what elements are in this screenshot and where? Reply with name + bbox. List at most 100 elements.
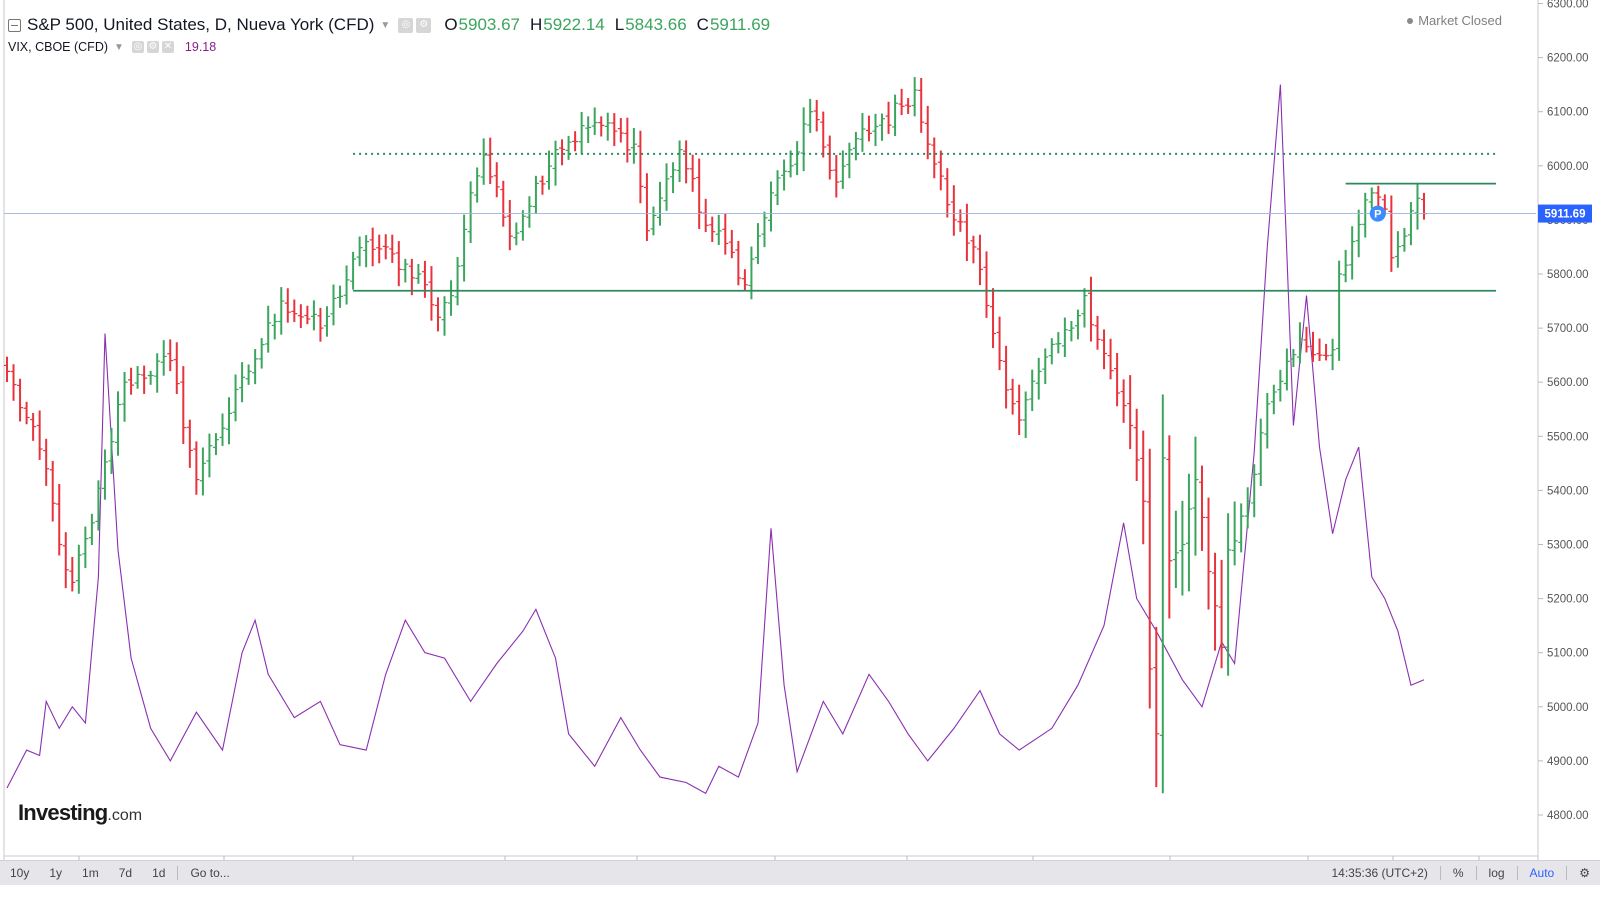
range-7d-button[interactable]: 7d <box>118 866 133 880</box>
candle <box>62 532 69 589</box>
eye-icon[interactable]: ◎ <box>131 41 144 53</box>
candle <box>1362 192 1369 238</box>
y-tick-label: 5600.00 <box>1547 377 1589 389</box>
candle <box>1394 231 1401 268</box>
close-label: C <box>696 15 709 34</box>
gear-icon[interactable]: ⚙ <box>416 17 432 33</box>
candle <box>219 413 226 446</box>
chevron-down-icon[interactable]: ▼ <box>380 19 391 31</box>
candle <box>506 200 513 251</box>
candle <box>1009 378 1016 415</box>
candle <box>1323 343 1330 361</box>
candle <box>741 269 748 292</box>
candle <box>493 162 500 198</box>
candle <box>1414 182 1421 230</box>
goto-button[interactable]: Go to... <box>190 866 230 880</box>
vix-title[interactable]: VIX, CBOE (CFD) <box>8 40 109 54</box>
open-value: 5903.67 <box>458 15 520 34</box>
candle <box>807 98 814 133</box>
candle <box>487 137 494 185</box>
candle <box>852 131 859 161</box>
market-status: Market Closed <box>1407 13 1502 28</box>
candle <box>585 116 592 144</box>
y-axis: 4800.00 4900.00 5000.00 5100.00 5200.00 5300.… <box>1538 0 1589 822</box>
toolbar-divider <box>1475 866 1477 880</box>
candle <box>49 460 56 522</box>
candle <box>826 135 833 180</box>
candle <box>389 234 396 263</box>
p-marker-icon <box>1369 205 1386 222</box>
gear-icon[interactable]: ⚙ <box>146 41 159 53</box>
y-tick-label: 6000.00 <box>1547 161 1589 173</box>
candle <box>448 280 455 316</box>
candle <box>1022 391 1029 438</box>
symbol-title[interactable]: S&P 500, United States, D, Nueva York (C… <box>27 15 375 34</box>
range-1d-button[interactable]: 1d <box>152 866 166 880</box>
candle <box>480 138 487 185</box>
settings-gear-icon[interactable]: ⚙ <box>1579 866 1590 880</box>
candle <box>630 128 637 164</box>
close-icon[interactable]: ✕ <box>161 41 174 53</box>
candle <box>115 391 122 456</box>
candle <box>611 113 618 147</box>
y-tick-label: 4900.00 <box>1547 756 1589 768</box>
chevron-down-icon[interactable]: ▼ <box>114 41 124 53</box>
eye-icon[interactable]: ◎ <box>398 17 414 33</box>
candle <box>141 365 148 394</box>
candle <box>121 371 128 422</box>
close-value: 5911.69 <box>709 15 771 34</box>
candle <box>454 256 461 306</box>
high-label: H <box>530 15 543 34</box>
time-display[interactable]: 14:35:36 (UTC+2) <box>1331 866 1428 880</box>
candle <box>539 175 546 195</box>
percent-toggle[interactable]: % <box>1452 866 1464 880</box>
candle <box>376 234 383 264</box>
candle <box>226 397 233 445</box>
candle <box>911 77 918 117</box>
range-1m-button[interactable]: 1m <box>82 866 99 880</box>
candle <box>604 112 611 141</box>
candle <box>676 140 683 183</box>
candle <box>683 140 690 184</box>
candle <box>128 367 135 395</box>
candle <box>1055 332 1062 354</box>
candle <box>1127 375 1134 450</box>
candle <box>519 210 526 241</box>
range-1y-button[interactable]: 1y <box>49 866 63 880</box>
candle <box>624 117 631 163</box>
candle <box>147 370 154 385</box>
candle <box>134 366 141 389</box>
log-toggle[interactable]: log <box>1488 866 1505 880</box>
toolbar-divider <box>1566 866 1568 880</box>
candle <box>1283 348 1290 391</box>
candle <box>1048 338 1055 365</box>
main-legend: S&P 500, United States, D, Nueva York (C… <box>8 13 770 37</box>
candle <box>1016 384 1023 435</box>
candle <box>643 173 650 241</box>
candle <box>532 175 539 214</box>
candle <box>350 251 357 290</box>
range-10y-button[interactable]: 10y <box>10 866 30 880</box>
candle <box>787 150 794 178</box>
candle <box>23 401 30 425</box>
candle <box>905 98 912 114</box>
collapse-icon[interactable] <box>8 18 21 32</box>
candle <box>885 101 892 134</box>
candle <box>1042 348 1049 384</box>
high-value: 5922.14 <box>543 15 605 34</box>
candle <box>75 544 82 594</box>
candle <box>754 223 761 265</box>
candle <box>252 349 259 385</box>
candle <box>918 77 925 133</box>
last-price-badge <box>1538 204 1592 223</box>
candle <box>990 288 997 349</box>
candle <box>1133 408 1140 482</box>
auto-toggle[interactable]: Auto <box>1529 866 1555 880</box>
candle <box>559 139 566 166</box>
candle <box>833 155 840 198</box>
candle <box>637 130 644 204</box>
low-label: L <box>614 15 625 34</box>
candle <box>1087 276 1094 342</box>
candle <box>265 305 272 353</box>
